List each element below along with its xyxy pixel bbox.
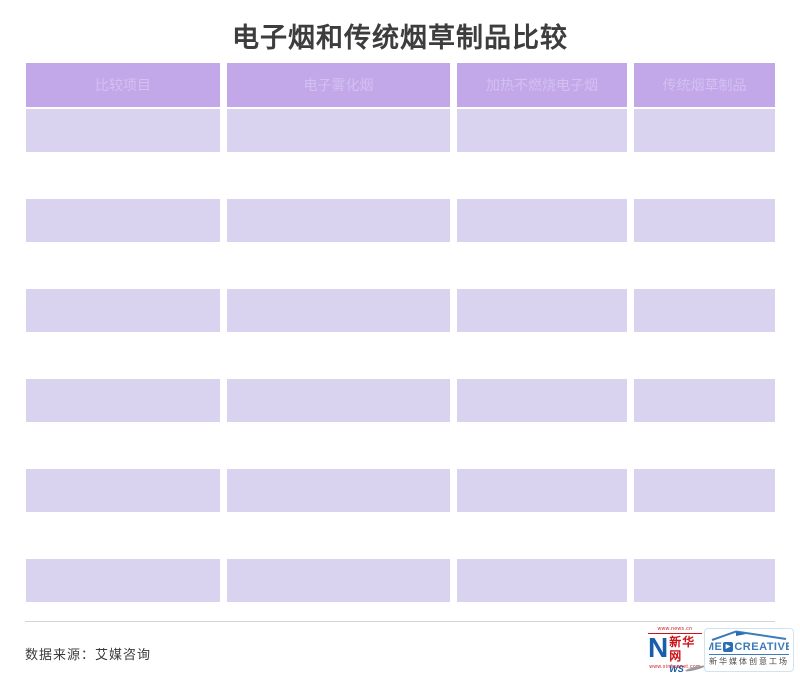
footer-divider	[25, 621, 775, 622]
comparison-table: 比较项目 电子雾化烟 加热不燃烧电子烟 传统烟草制品	[26, 63, 775, 602]
table-cell	[26, 559, 220, 602]
medcreative-subtitle: 新华媒体创意工场	[709, 657, 789, 666]
table-cell	[26, 199, 220, 242]
table-cell	[634, 379, 775, 422]
xinhuanet-logo: www.news.cn N 新华网 WS www.xinhuanet.com	[648, 626, 705, 674]
table-cell	[227, 199, 450, 242]
column-header-vape: 电子雾化烟	[227, 63, 450, 107]
table-row	[26, 559, 775, 602]
table-cell	[634, 109, 775, 152]
table-cell	[26, 109, 220, 152]
xinhuanet-bottom-url: www.xinhuanet.com	[649, 664, 701, 670]
med-creative-text: CREATIVE	[734, 641, 789, 653]
table-row	[26, 199, 775, 242]
table-cell	[457, 469, 627, 512]
roof-graphic	[711, 630, 787, 641]
medcreative-wordmark: ME▶CREATIVE	[709, 641, 789, 655]
play-icon: ▶	[723, 642, 734, 652]
xinhuanet-ws: WS	[669, 663, 684, 674]
med-me-text: ME	[709, 641, 723, 653]
table-cell	[227, 559, 450, 602]
column-header-compare-item: 比较项目	[26, 63, 220, 107]
table-cell	[26, 469, 220, 512]
xinhuanet-wordmark: N 新华网 WS	[648, 632, 705, 674]
table-cell	[634, 289, 775, 332]
data-source-label: 数据来源：艾媒咨询	[25, 647, 152, 662]
table-cell	[457, 199, 627, 242]
table-cell	[26, 289, 220, 332]
xinhuanet-top-url: www.news.cn	[648, 626, 702, 634]
table-row	[26, 289, 775, 332]
medcreative-logo: ME▶CREATIVE 新华媒体创意工场	[704, 628, 794, 672]
table-cell	[227, 289, 450, 332]
table-cell	[227, 109, 450, 152]
table-cell	[457, 109, 627, 152]
column-header-heat-not-burn: 加热不燃烧电子烟	[457, 63, 627, 107]
table-cell	[457, 379, 627, 422]
column-header-traditional-tobacco: 传统烟草制品	[634, 63, 775, 107]
table-cell	[457, 559, 627, 602]
table-header-row: 比较项目 电子雾化烟 加热不燃烧电子烟 传统烟草制品	[26, 63, 775, 107]
table-cell	[634, 559, 775, 602]
table-row	[26, 469, 775, 512]
table-cell	[634, 469, 775, 512]
table-cell	[227, 379, 450, 422]
table-row	[26, 109, 775, 152]
table-row	[26, 379, 775, 422]
xinhuanet-name: 新华网	[669, 635, 696, 663]
table-cell	[634, 199, 775, 242]
xinhuanet-n-mark: N	[648, 632, 669, 663]
table-cell	[26, 379, 220, 422]
table-cell	[457, 289, 627, 332]
page-title: 电子烟和传统烟草制品比较	[232, 23, 568, 53]
table-cell	[227, 469, 450, 512]
